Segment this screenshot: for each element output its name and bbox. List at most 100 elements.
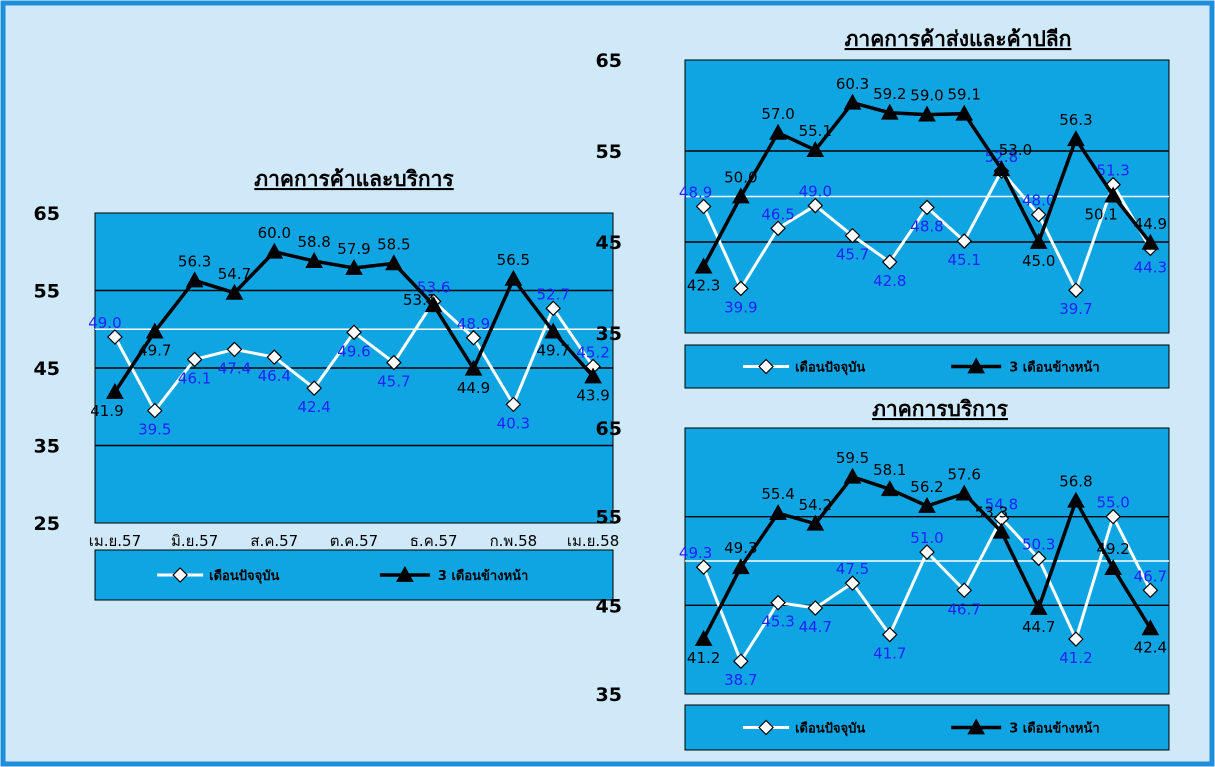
y-tick-label: 25: [34, 513, 60, 535]
data-label-current: 46.1: [178, 369, 211, 387]
data-point-forward: [955, 484, 974, 501]
data-label-current: 52.7: [537, 285, 570, 303]
legend-marker-forward: [967, 357, 986, 374]
data-point-forward: [806, 514, 825, 531]
data-point-forward: [843, 93, 862, 110]
data-label-current: 42.8: [873, 272, 906, 290]
data-point-forward: [880, 103, 899, 120]
data-label-current: 49.0: [799, 183, 832, 201]
legend-label-current: เดือนปัจจุบัน: [795, 721, 865, 737]
data-label-current: 49.0: [88, 314, 121, 332]
data-point-current: [770, 594, 786, 611]
data-point-current: [1105, 508, 1122, 525]
data-point-forward: [992, 522, 1011, 539]
data-label-forward: 44.9: [1134, 215, 1167, 233]
data-label-forward: 42.4: [1134, 638, 1167, 656]
data-label-forward: 53.1: [403, 291, 436, 309]
data-label-forward: 58.5: [377, 235, 410, 253]
chart-title: ภาคการบริการ: [872, 397, 1009, 421]
x-tick-label: มิ.ย.57: [171, 532, 218, 550]
data-point-forward: [1141, 619, 1160, 636]
data-point-forward: [345, 258, 363, 275]
data-label-current: 41.7: [873, 645, 906, 663]
data-point-current: [306, 380, 323, 396]
data-label-forward: 59.1: [948, 86, 981, 104]
data-label-current: 42.4: [297, 398, 330, 416]
x-tick-label: ต.ค.57: [330, 532, 378, 550]
data-point-current: [346, 324, 362, 341]
data-point-current: [1068, 282, 1084, 299]
data-label-forward: 43.9: [576, 387, 609, 405]
y-tick-label: 45: [34, 358, 60, 380]
data-point-forward: [145, 322, 164, 339]
data-label-forward: 59.2: [873, 85, 906, 103]
data-point-current: [881, 254, 898, 270]
data-label-current: 48.0: [1022, 192, 1055, 210]
chart-1: ภาคการค้าและบริการ 25 35 45 55 65 เม.ย.57 มิ.ย.…: [34, 167, 619, 601]
data-label-current: 46.7: [1134, 567, 1167, 585]
data-label-current: 38.7: [724, 671, 757, 689]
data-point-forward: [918, 496, 936, 513]
data-point-forward: [185, 271, 204, 288]
legend-marker-forward: [396, 565, 414, 582]
data-point-current: [844, 227, 861, 244]
data-point-forward: [694, 257, 713, 274]
data-label-forward: 56.8: [1059, 473, 1092, 491]
legend-marker-forward: [967, 718, 986, 735]
data-label-forward: 57.0: [761, 105, 794, 123]
chart-title: ภาคการค้าและบริการ: [254, 167, 454, 191]
y-tick-label: 35: [34, 436, 60, 458]
data-label-forward: 55.4: [761, 485, 794, 503]
data-label-forward: 56.3: [178, 252, 211, 270]
data-label-forward: 50.1: [1084, 206, 1117, 224]
data-point-current: [266, 349, 283, 365]
data-label-forward: 44.9: [457, 379, 490, 397]
data-point-current: [1030, 550, 1047, 567]
charts-group: ภาคการค้าและบริการ 25 35 45 55 65 เม.ย.57 มิ.ย.…: [34, 27, 1170, 751]
data-label-current: 46.4: [258, 367, 291, 385]
data-label-current: 48.9: [679, 184, 712, 202]
data-point-current: [732, 653, 749, 670]
data-point-forward: [843, 467, 862, 484]
y-tick-label: 45: [596, 595, 622, 617]
data-label-forward: 57.9: [337, 240, 370, 258]
data-label-forward: 53.3: [975, 504, 1008, 522]
legend-label-forward: 3 เดือนข้างหน้า: [1009, 360, 1099, 376]
data-point-forward: [731, 187, 750, 204]
data-label-forward: 42.3: [687, 277, 720, 295]
data-point-current: [1142, 582, 1159, 599]
data-label-current: 49.6: [337, 342, 370, 360]
data-point-forward: [225, 283, 244, 300]
data-label-forward: 60.3: [836, 75, 869, 93]
x-tick-label: ส.ค.57: [250, 532, 298, 550]
data-point-forward: [694, 629, 713, 646]
data-label-forward: 53.0: [999, 141, 1032, 159]
x-tick-label: ธ.ค.57: [410, 532, 458, 550]
y-tick-label: 35: [596, 323, 622, 345]
legend-label-current: เดือนปัจจุบัน: [795, 360, 865, 376]
data-label-current: 52.8: [985, 148, 1018, 166]
data-label-forward: 49.7: [138, 342, 171, 360]
data-label-forward: 60.0: [258, 224, 291, 242]
data-label-current: 45.3: [761, 613, 794, 631]
data-point-forward: [1067, 491, 1085, 508]
data-label-forward: 49.7: [537, 342, 570, 360]
data-point-current: [186, 351, 203, 368]
legend-label-forward: 3 เดือนข้างหน้า: [1009, 721, 1099, 737]
data-label-forward: 41.2: [687, 649, 720, 667]
data-label-forward: 41.9: [90, 402, 123, 420]
data-label-current: 45.7: [836, 246, 869, 264]
data-label-forward: 44.7: [1022, 618, 1055, 636]
data-label-current: 39.9: [724, 298, 757, 316]
data-point-current: [1068, 631, 1084, 647]
legend-label-forward: 3 เดือนข้างหน้า: [438, 568, 528, 584]
data-point-forward: [1067, 130, 1085, 147]
data-point-current: [807, 600, 824, 616]
data-label-current: 44.7: [799, 618, 832, 636]
data-label-forward: 59.0: [910, 87, 943, 105]
legend-marker-current: [172, 567, 189, 583]
data-label-current: 47.4: [218, 359, 251, 377]
data-label-forward: 55.1: [799, 122, 832, 140]
legend-marker-current: [758, 358, 774, 375]
